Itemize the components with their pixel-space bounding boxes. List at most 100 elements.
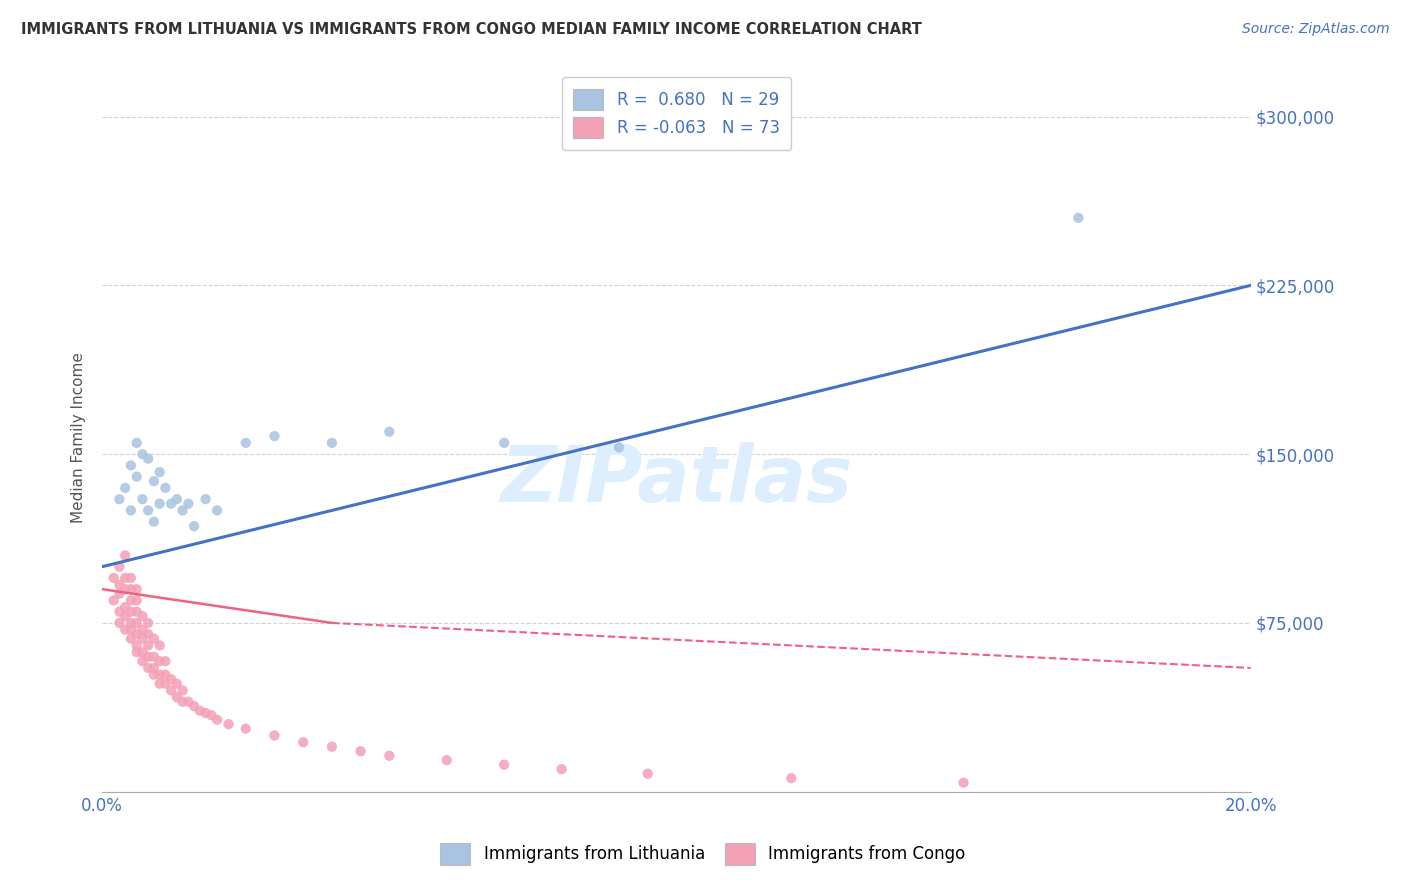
Text: ZIPatlas: ZIPatlas: [501, 442, 852, 517]
Point: [155, 667, 177, 681]
Point: [177, 695, 200, 709]
Point: [136, 503, 159, 517]
Point: [131, 447, 153, 461]
Point: [149, 497, 172, 511]
Point: [166, 676, 188, 690]
Point: [637, 766, 659, 780]
Point: [263, 429, 285, 443]
Legend: Immigrants from Lithuania, Immigrants from Congo: Immigrants from Lithuania, Immigrants fr…: [432, 835, 974, 873]
Point: [103, 571, 125, 585]
Point: [142, 632, 165, 646]
Point: [131, 492, 153, 507]
Point: [114, 609, 136, 624]
Point: [263, 728, 285, 742]
Point: [1067, 211, 1090, 225]
Point: [194, 492, 217, 507]
Legend: R =  0.680   N = 29, R = -0.063   N = 73: R = 0.680 N = 29, R = -0.063 N = 73: [561, 77, 792, 150]
Point: [125, 627, 148, 641]
Point: [131, 645, 153, 659]
Point: [494, 757, 516, 772]
Point: [172, 695, 194, 709]
Point: [183, 699, 205, 714]
Point: [780, 771, 803, 785]
Text: Source: ZipAtlas.com: Source: ZipAtlas.com: [1241, 22, 1389, 37]
Point: [378, 748, 401, 763]
Point: [120, 623, 142, 637]
Point: [142, 515, 165, 529]
Point: [120, 605, 142, 619]
Point: [235, 436, 257, 450]
Point: [125, 615, 148, 630]
Point: [125, 639, 148, 653]
Point: [952, 775, 974, 789]
Point: [183, 519, 205, 533]
Point: [188, 704, 211, 718]
Point: [108, 615, 131, 630]
Point: [120, 458, 142, 473]
Point: [125, 436, 148, 450]
Point: [149, 465, 172, 479]
Point: [218, 717, 240, 731]
Point: [136, 451, 159, 466]
Point: [125, 469, 148, 483]
Point: [136, 649, 159, 664]
Point: [136, 639, 159, 653]
Point: [125, 645, 148, 659]
Point: [205, 713, 228, 727]
Point: [103, 593, 125, 607]
Point: [149, 654, 172, 668]
Point: [155, 481, 177, 495]
Point: [177, 497, 200, 511]
Point: [108, 605, 131, 619]
Point: [131, 623, 153, 637]
Point: [194, 706, 217, 720]
Point: [172, 683, 194, 698]
Text: IMMIGRANTS FROM LITHUANIA VS IMMIGRANTS FROM CONGO MEDIAN FAMILY INCOME CORRELAT: IMMIGRANTS FROM LITHUANIA VS IMMIGRANTS …: [21, 22, 922, 37]
Point: [114, 582, 136, 597]
Point: [436, 753, 458, 767]
Point: [160, 497, 183, 511]
Point: [321, 436, 343, 450]
Point: [114, 549, 136, 563]
Point: [149, 667, 172, 681]
Point: [142, 661, 165, 675]
Point: [166, 492, 188, 507]
Point: [136, 661, 159, 675]
Point: [108, 559, 131, 574]
Point: [136, 615, 159, 630]
Point: [292, 735, 315, 749]
Point: [114, 571, 136, 585]
Point: [205, 503, 228, 517]
Point: [114, 481, 136, 495]
Point: [125, 593, 148, 607]
Point: [120, 503, 142, 517]
Point: [321, 739, 343, 754]
Point: [550, 762, 572, 776]
Point: [494, 436, 516, 450]
Point: [108, 587, 131, 601]
Point: [131, 654, 153, 668]
Point: [166, 690, 188, 705]
Point: [172, 503, 194, 517]
Point: [607, 441, 630, 455]
Point: [120, 582, 142, 597]
Point: [136, 627, 159, 641]
Point: [120, 571, 142, 585]
Point: [155, 654, 177, 668]
Point: [160, 672, 183, 686]
Y-axis label: Median Family Income: Median Family Income: [72, 351, 86, 523]
Point: [131, 609, 153, 624]
Point: [108, 577, 131, 591]
Point: [142, 649, 165, 664]
Point: [160, 683, 183, 698]
Point: [378, 425, 401, 439]
Point: [142, 667, 165, 681]
Point: [142, 474, 165, 488]
Point: [125, 582, 148, 597]
Point: [149, 676, 172, 690]
Point: [125, 605, 148, 619]
Point: [114, 600, 136, 615]
Point: [120, 593, 142, 607]
Point: [235, 722, 257, 736]
Point: [200, 708, 222, 723]
